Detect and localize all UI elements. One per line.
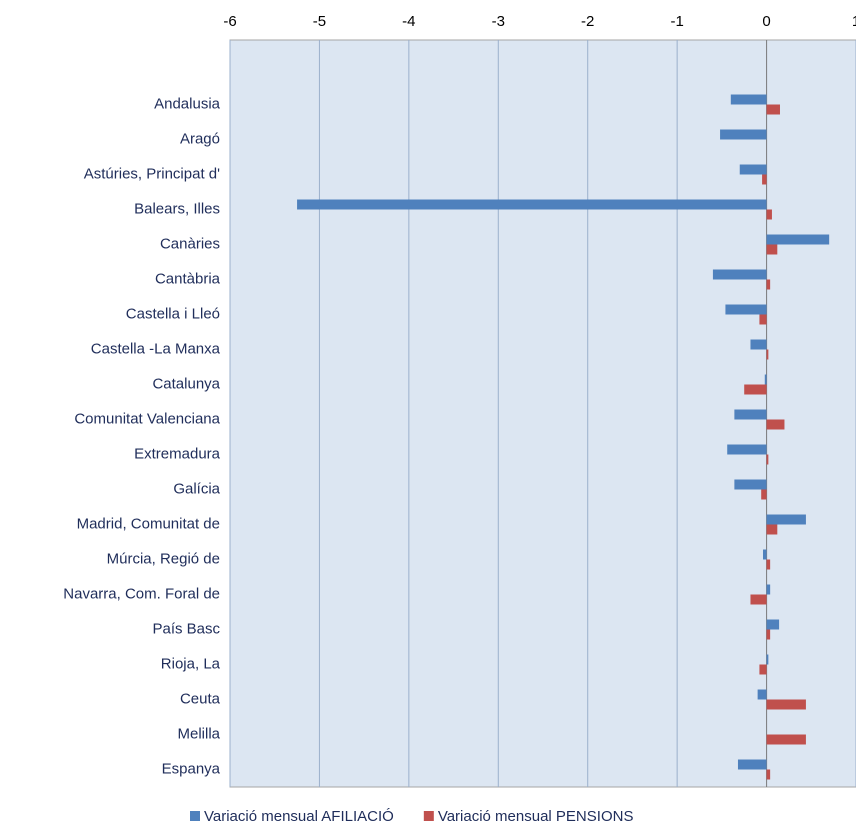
- y-tick-label: Balears, Illes: [134, 200, 220, 217]
- bar: [750, 594, 767, 605]
- x-tick-label: -4: [402, 13, 415, 30]
- legend-label: Variació mensual AFILIACIÓ: [204, 808, 394, 825]
- y-tick-label: Andalusia: [154, 95, 221, 112]
- bar: [766, 454, 769, 465]
- bar: [730, 94, 767, 105]
- bar: [734, 479, 767, 490]
- bar: [766, 104, 780, 115]
- legend-swatch: [423, 811, 434, 821]
- x-tick-label: -6: [223, 13, 236, 30]
- bar: [744, 384, 767, 395]
- y-tick-label: Aragó: [180, 130, 220, 147]
- bar: [725, 304, 767, 315]
- y-tick-label: Catalunya: [152, 375, 220, 392]
- bar: [759, 664, 767, 675]
- bar: [766, 279, 771, 290]
- bar: [766, 349, 769, 360]
- bar: [297, 199, 767, 210]
- bar: [766, 514, 806, 525]
- y-tick-label: Navarra, Com. Foral de: [63, 585, 220, 602]
- bar: [766, 769, 771, 780]
- x-tick-label: -1: [670, 13, 683, 30]
- bar: [727, 444, 767, 455]
- bar: [761, 489, 767, 500]
- bar: [766, 234, 830, 245]
- bar: [757, 689, 767, 700]
- x-tick-label: -2: [581, 13, 594, 30]
- bar: [739, 164, 767, 175]
- bar: [750, 339, 767, 350]
- legend-label: Variació mensual PENSIONS: [438, 808, 634, 825]
- bar: [737, 759, 767, 770]
- y-tick-label: Múrcia, Regió de: [107, 550, 220, 567]
- y-tick-label: Madrid, Comunitat de: [77, 515, 220, 532]
- bar: [766, 629, 771, 640]
- bar: [766, 654, 769, 665]
- bar: [762, 174, 767, 185]
- x-tick-label: 1: [852, 13, 856, 30]
- bar: [762, 549, 767, 560]
- bar: [766, 559, 771, 570]
- bar: [766, 619, 780, 630]
- bar: [766, 699, 806, 710]
- bar: [712, 269, 767, 280]
- y-tick-label: Extremadura: [134, 445, 221, 462]
- bar: [766, 244, 778, 255]
- bar: [766, 209, 772, 220]
- y-tick-label: Cantàbria: [155, 270, 221, 287]
- y-tick-label: Castella i Lleó: [126, 305, 220, 322]
- y-tick-label: Comunitat Valenciana: [74, 410, 220, 427]
- y-tick-label: Castella -La Manxa: [91, 340, 221, 357]
- bar: [766, 419, 785, 430]
- y-tick-label: Astúries, Principat d': [84, 165, 220, 182]
- y-tick-label: Melilla: [177, 725, 220, 742]
- x-tick-label: -3: [492, 13, 505, 30]
- bar: [766, 584, 771, 595]
- bar: [764, 374, 767, 385]
- bar: [720, 129, 767, 140]
- x-tick-label: 0: [762, 13, 770, 30]
- y-tick-label: País Basc: [152, 620, 220, 637]
- bar: [734, 409, 767, 420]
- bar: [766, 734, 806, 745]
- bar: [766, 524, 778, 535]
- y-tick-label: Rioja, La: [161, 655, 221, 672]
- y-tick-label: Ceuta: [180, 690, 221, 707]
- legend-swatch: [190, 811, 200, 821]
- bar: [759, 314, 767, 325]
- x-tick-label: -5: [313, 13, 326, 30]
- y-tick-label: Galícia: [173, 480, 220, 497]
- y-tick-label: Canàries: [160, 235, 220, 252]
- y-tick-label: Espanya: [162, 760, 221, 777]
